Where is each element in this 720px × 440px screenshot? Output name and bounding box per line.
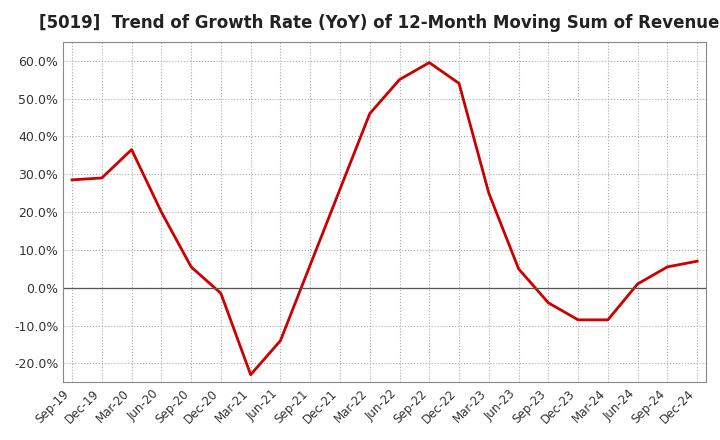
Title: [5019]  Trend of Growth Rate (YoY) of 12-Month Moving Sum of Revenues: [5019] Trend of Growth Rate (YoY) of 12-… xyxy=(40,14,720,32)
